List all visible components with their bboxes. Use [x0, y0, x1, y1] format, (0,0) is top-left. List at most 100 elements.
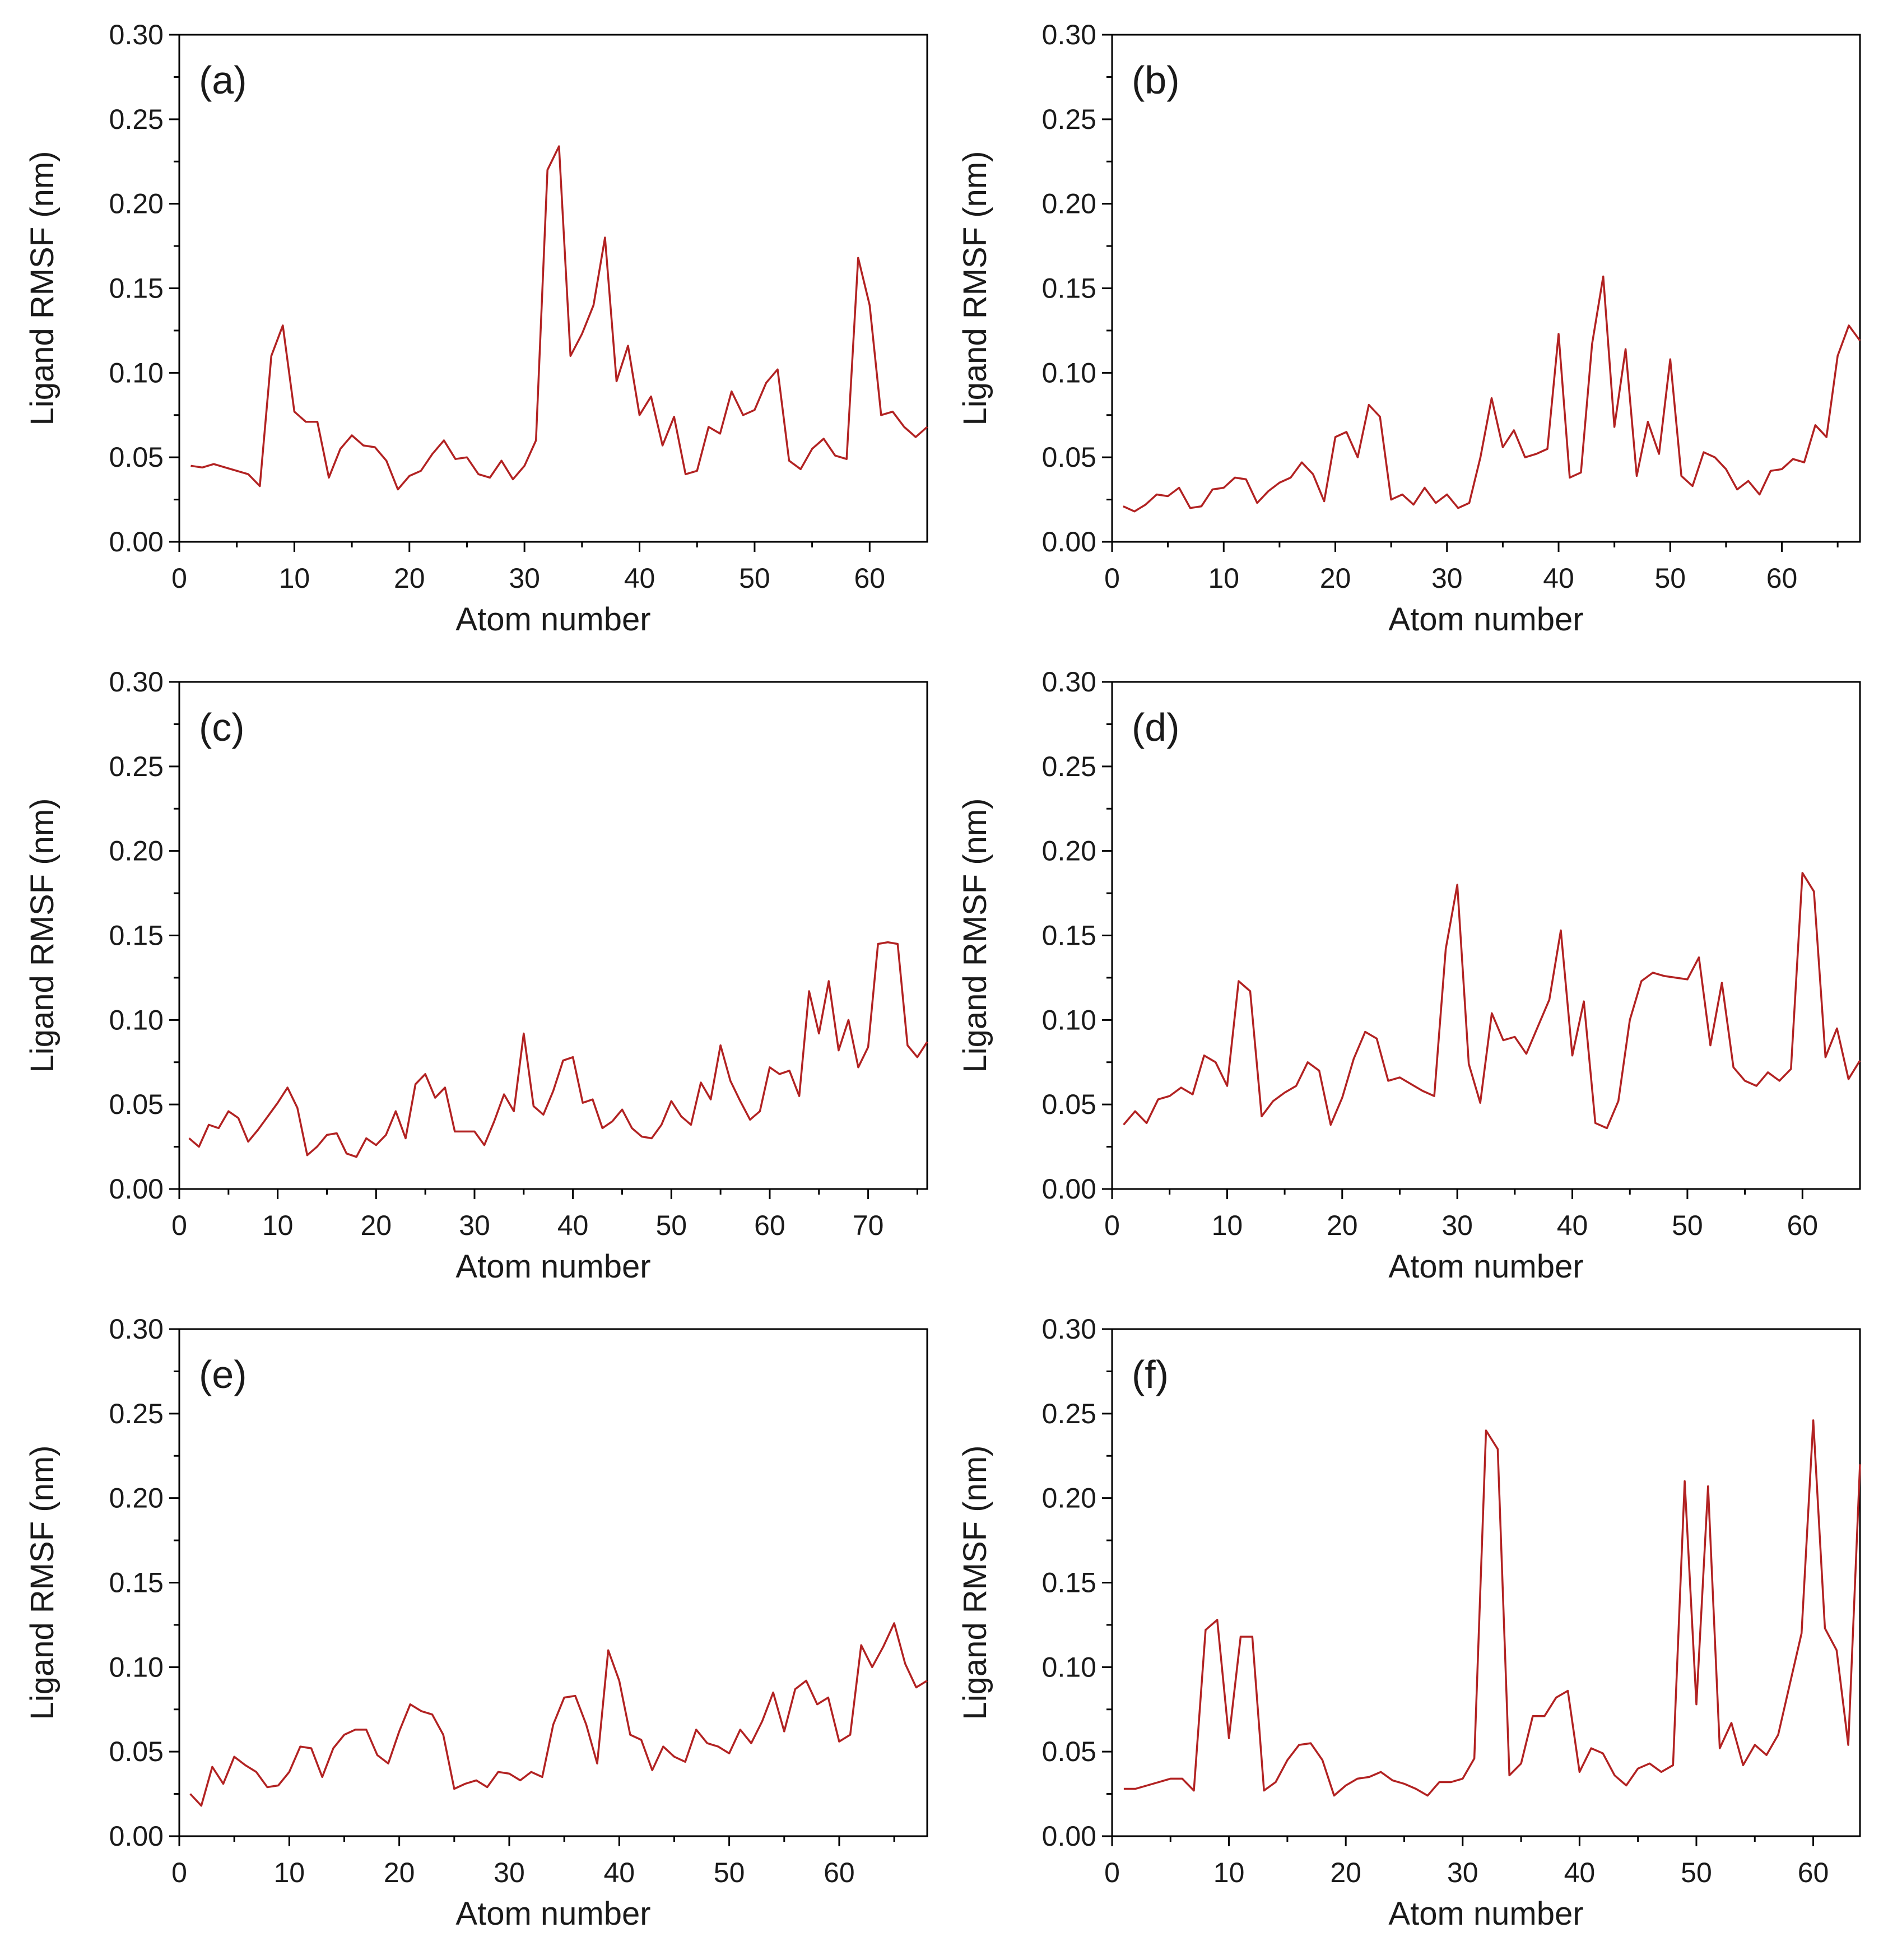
panel-label: (b) [1132, 58, 1180, 102]
rmsf-series-line [1123, 275, 1861, 513]
rmsf-series-line [1123, 1419, 1861, 1797]
y-tick-label: 0.00 [1042, 1820, 1096, 1852]
x-tick-label: 50 [1654, 563, 1686, 594]
y-tick-label: 0.30 [109, 19, 164, 50]
y-tick-label: 0.25 [1042, 1398, 1096, 1429]
x-tick-label: 30 [494, 1857, 525, 1888]
plot-frame [178, 681, 928, 1190]
x-tick-label: 50 [739, 563, 770, 594]
x-tick-label: 30 [509, 563, 540, 594]
chart-panel-c: 0.00 0.05 0.10 0.15 0.20 0.25 0.30 0 10 20 30 40 50 6… [24, 666, 928, 1285]
x-tick-label: 20 [361, 1210, 392, 1241]
panel-label: (a) [199, 58, 247, 102]
x-tick-label: 20 [1330, 1857, 1361, 1888]
x-tick-label: 20 [1327, 1210, 1358, 1241]
chart-panel-d: 0.00 0.05 0.10 0.15 0.20 0.25 0.30 0 10 20 30 40 50 6… [957, 666, 1861, 1285]
y-tick-label: 0.10 [109, 357, 164, 388]
x-tick-label: 60 [1787, 1210, 1818, 1241]
y-tick-label: 0.15 [1042, 1567, 1096, 1599]
y-tick-label: 0.05 [109, 1089, 164, 1120]
y-tick-label: 0.20 [109, 188, 164, 220]
y-tick-label: 0.10 [109, 1004, 164, 1035]
y-tick-label: 0.00 [1042, 526, 1096, 558]
plot-frame [178, 1328, 928, 1837]
x-tick-label: 10 [274, 1857, 305, 1888]
x-tick-label: 60 [1766, 563, 1798, 594]
y-tick-label: 0.30 [109, 1313, 164, 1345]
chart-panel-a: 0.00 0.05 0.10 0.15 0.20 0.25 0.30 0 10 20 30 40 50 6… [24, 19, 928, 638]
x-tick-label: 60 [824, 1857, 855, 1888]
plot-frame [1111, 1328, 1861, 1837]
y-tick-label: 0.20 [1042, 835, 1096, 867]
plot-frame [1111, 681, 1861, 1190]
x-tick-label: 10 [1213, 1857, 1245, 1888]
plot-frame [1111, 34, 1861, 543]
y-tick-label: 0.20 [109, 1483, 164, 1514]
y-tick-label: 0.05 [1042, 442, 1096, 473]
rmsf-series-line [188, 941, 928, 1158]
x-tick-label: 30 [1431, 563, 1463, 594]
y-tick-label: 0.10 [1042, 1004, 1096, 1035]
y-tick-label: 0.20 [109, 835, 164, 867]
y-tick-label: 0.00 [109, 1173, 164, 1205]
y-tick-label: 0.05 [1042, 1089, 1096, 1120]
x-tick-label: 10 [279, 563, 310, 594]
x-axis-title: Atom number [455, 1248, 650, 1285]
x-axis-title: Atom number [455, 601, 650, 638]
x-tick-label: 30 [1447, 1857, 1478, 1888]
y-tick-label: 0.15 [109, 273, 164, 304]
x-tick-label: 10 [1208, 563, 1239, 594]
x-tick-label: 50 [1672, 1210, 1703, 1241]
x-tick-label: 40 [1557, 1210, 1588, 1241]
panel-label: (c) [199, 705, 245, 749]
x-tick-label: 40 [624, 563, 655, 594]
x-tick-label: 0 [1104, 563, 1120, 594]
x-tick-label: 50 [714, 1857, 745, 1888]
y-axis-title: Ligand RMSF (nm) [957, 798, 993, 1073]
y-tick-label: 0.10 [1042, 1651, 1096, 1683]
x-axis-title: Atom number [1388, 1896, 1583, 1932]
x-tick-label: 0 [1104, 1210, 1120, 1241]
rmsf-series-line [1123, 872, 1861, 1130]
x-tick-label: 60 [1798, 1857, 1829, 1888]
y-axis-title: Ligand RMSF (nm) [24, 151, 61, 426]
chart-panel-f: 0.00 0.05 0.10 0.15 0.20 0.25 0.30 0 10 20 30 40 50 6… [957, 1313, 1861, 1932]
x-tick-label: 0 [171, 1210, 187, 1241]
y-axis-title: Ligand RMSF (nm) [957, 151, 993, 426]
x-tick-label: 60 [754, 1210, 785, 1241]
chart-panel-b: 0.00 0.05 0.10 0.15 0.20 0.25 0.30 0 10 20 30 40 50 6… [957, 19, 1861, 638]
y-tick-label: 0.25 [1042, 104, 1096, 135]
x-tick-label: 30 [1441, 1210, 1473, 1241]
y-tick-label: 0.10 [109, 1651, 164, 1683]
x-tick-label: 40 [603, 1857, 635, 1888]
y-tick-label: 0.00 [109, 1820, 164, 1852]
y-tick-label: 0.30 [1042, 19, 1096, 50]
x-tick-label: 30 [459, 1210, 490, 1241]
x-tick-label: 70 [853, 1210, 884, 1241]
x-tick-label: 20 [1320, 563, 1351, 594]
y-tick-label: 0.25 [109, 1398, 164, 1429]
y-tick-label: 0.15 [109, 1567, 164, 1599]
x-tick-label: 40 [1564, 1857, 1596, 1888]
y-tick-label: 0.20 [1042, 1483, 1096, 1514]
y-axis-title: Ligand RMSF (nm) [24, 798, 61, 1073]
x-axis-title: Atom number [455, 1896, 650, 1932]
x-tick-label: 0 [1104, 1857, 1120, 1888]
y-tick-label: 0.25 [1042, 751, 1096, 782]
y-axis-title: Ligand RMSF (nm) [24, 1446, 61, 1720]
x-axis-title: Atom number [1388, 601, 1583, 638]
x-tick-label: 50 [655, 1210, 687, 1241]
rmsf-series-line [189, 1622, 928, 1807]
x-axis-title: Atom number [1388, 1248, 1583, 1285]
y-tick-label: 0.30 [1042, 1313, 1096, 1345]
y-tick-label: 0.15 [1042, 920, 1096, 951]
rmsf-series-line [190, 145, 928, 491]
y-tick-label: 0.05 [109, 442, 164, 473]
y-tick-label: 0.25 [109, 104, 164, 135]
panel-label: (e) [199, 1353, 247, 1396]
y-axis-title: Ligand RMSF (nm) [957, 1446, 993, 1720]
x-tick-label: 20 [384, 1857, 415, 1888]
x-tick-label: 60 [854, 563, 885, 594]
x-tick-label: 10 [262, 1210, 294, 1241]
